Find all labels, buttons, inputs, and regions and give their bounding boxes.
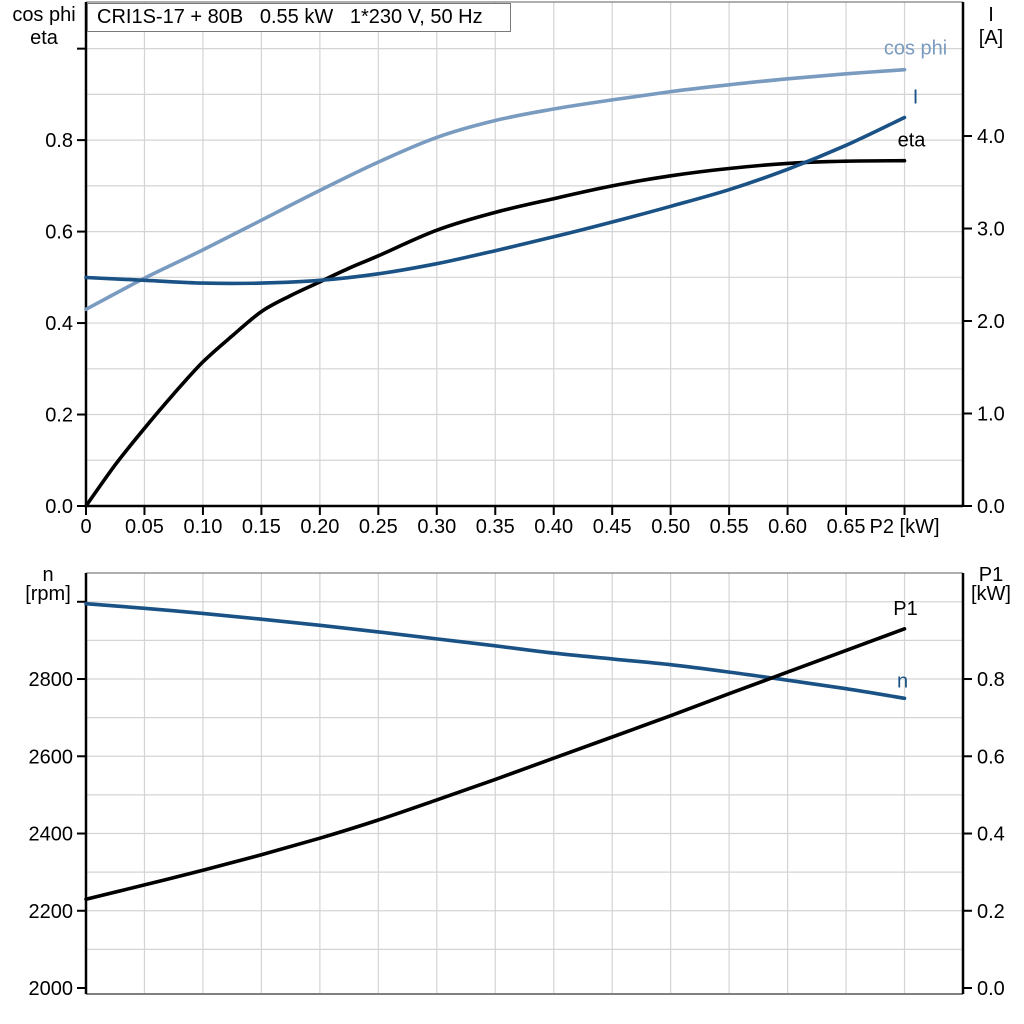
right-tick-label: 0.8 <box>977 669 1005 691</box>
motor-electrical-panel: 0 0.05 0.10 0.15 0.20 0.25 0.30 0.35 0.40 0.45 0.5… <box>45 1 1005 538</box>
top-right-axis-header-line1: I <box>988 4 994 26</box>
bottom-left-axis-header-line2: [rpm] <box>25 583 71 605</box>
x-tick-label: 0.15 <box>242 516 281 538</box>
left-tick-label: 2000 <box>29 978 74 1000</box>
series-label-n: n <box>897 670 908 692</box>
series-label-eta: eta <box>898 130 927 152</box>
top-left-axis-header-line1: cos phi <box>12 4 76 26</box>
series-label-P1: P1 <box>893 598 917 620</box>
motor-mechanical-panel: 2000 2200 2400 2600 2800 0.0 0.2 0.4 0.6 0.8 n P1 <box>29 572 1005 1000</box>
top-left-axis-header-line2: eta <box>30 27 58 49</box>
bottom-left-axis-header-line1: n <box>42 564 54 586</box>
top-right-axis-header-line2: [A] <box>978 27 1004 49</box>
left-tick-label: 0.2 <box>45 405 73 427</box>
x-tick-label: 0.30 <box>417 516 456 538</box>
left-tick-label: 2400 <box>29 824 74 846</box>
left-tick-label: 2800 <box>29 669 74 691</box>
left-tick-label: 0.8 <box>45 130 73 152</box>
x-tick-label: 0.05 <box>125 516 164 538</box>
chart-title-box: CRI1S-17 + 80B 0.55 kW 1*230 V, 50 Hz <box>87 3 511 32</box>
x-tick-label: 0.40 <box>534 516 573 538</box>
series-curve-cos-phi <box>84 67 907 312</box>
left-tick-label: 2200 <box>29 901 74 923</box>
right-tick-label: 0.2 <box>977 901 1005 923</box>
right-tick-label: 1.0 <box>977 404 1005 426</box>
x-tick-label: 0.35 <box>476 516 515 538</box>
gridlines <box>86 573 963 994</box>
bottom-right-axis-header-line2: [kW] <box>971 583 1011 605</box>
right-tick-label: 0.0 <box>977 978 1005 1000</box>
series-label-I: I <box>913 87 919 109</box>
right-tick-label: 3.0 <box>977 219 1005 241</box>
x-tick-label: 0.45 <box>593 516 632 538</box>
right-tick-label: 2.0 <box>977 311 1005 333</box>
series-label-cos-phi: cos phi <box>884 38 947 60</box>
left-tick-label: 0.6 <box>45 222 73 244</box>
x-tick-label: 0.65 <box>827 516 866 538</box>
left-tick-label: 2600 <box>29 746 74 768</box>
x-tick-label: 0.20 <box>300 516 339 538</box>
series-curve-I <box>84 115 907 286</box>
left-tick-label: 0.4 <box>45 313 73 335</box>
right-tick-label: 0.4 <box>977 824 1005 846</box>
x-tick-label: 0.50 <box>651 516 690 538</box>
x-tick-label: 0 <box>80 516 91 538</box>
x-tick-label: 0.55 <box>710 516 749 538</box>
right-tick-label: 0.6 <box>977 746 1005 768</box>
bottom-right-axis-header-line1: P1 <box>978 564 1004 586</box>
right-tick-label: 4.0 <box>977 126 1005 148</box>
x-tick-label: 0.10 <box>183 516 222 538</box>
x-tick-label: 0.60 <box>768 516 807 538</box>
x-tick-label: 0.25 <box>359 516 398 538</box>
right-tick-label: 0.0 <box>977 496 1005 518</box>
series-curve-P1 <box>84 627 907 901</box>
series-curve-eta <box>84 158 907 508</box>
x-tick-label: P2 [kW] <box>870 516 940 538</box>
left-tick-label: 0.0 <box>45 496 73 518</box>
gridlines <box>86 2 963 506</box>
